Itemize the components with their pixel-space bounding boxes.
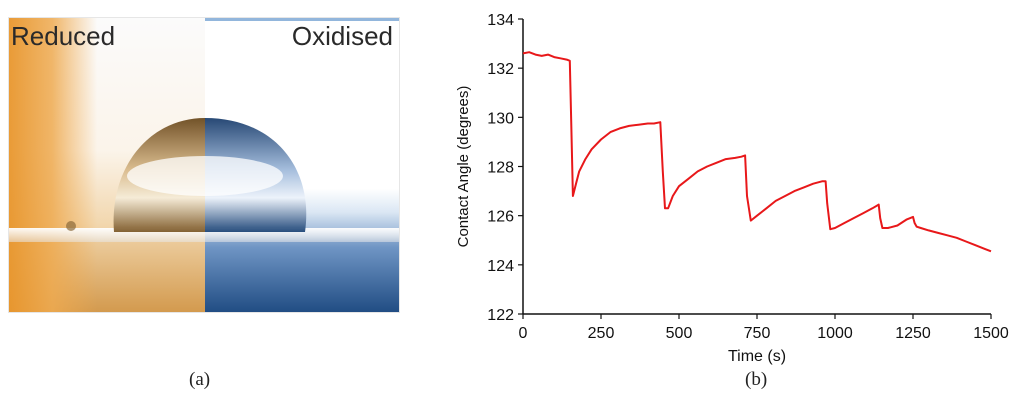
y-tick-label: 128	[487, 160, 514, 177]
chart-axes	[522, 19, 991, 315]
x-tick-label: 0	[519, 325, 528, 342]
y-tick-label: 124	[487, 258, 514, 275]
x-tick-label: 750	[744, 325, 771, 342]
x-tick-label: 1000	[817, 325, 853, 342]
y-tick-label: 132	[487, 61, 514, 78]
contact-angle-chart: 122 124 126 128 130 132 134 0 250 500 750 1000 1250 1…	[455, 12, 1009, 365]
droplet-photo: Reduced Oxidised	[8, 17, 400, 313]
chart-ticks: 122 124 126 128 130 132 134 0 250 500 750 1000 1250 1…	[487, 12, 1009, 342]
y-axis-label: Contact Angle (degrees)	[455, 86, 472, 248]
reduced-label: Reduced	[11, 21, 116, 51]
caption-a: (a)	[189, 369, 211, 390]
contact-angle-series-line	[522, 51, 992, 253]
x-tick-label: 1250	[895, 325, 931, 342]
oxidised-label: Oxidised	[291, 21, 393, 51]
y-tick-label: 122	[487, 307, 514, 324]
y-tick-label: 126	[487, 209, 514, 226]
y-tick-label: 130	[487, 110, 514, 127]
y-tick-label: 134	[487, 12, 514, 29]
x-axis-label: Time (s)	[728, 348, 786, 365]
chart-series	[522, 51, 992, 253]
caption-b: (b)	[745, 369, 768, 390]
x-tick-label: 250	[588, 325, 615, 342]
x-tick-label: 1500	[973, 325, 1009, 342]
x-tick-label: 500	[666, 325, 693, 342]
droplet-illustration	[66, 118, 307, 232]
